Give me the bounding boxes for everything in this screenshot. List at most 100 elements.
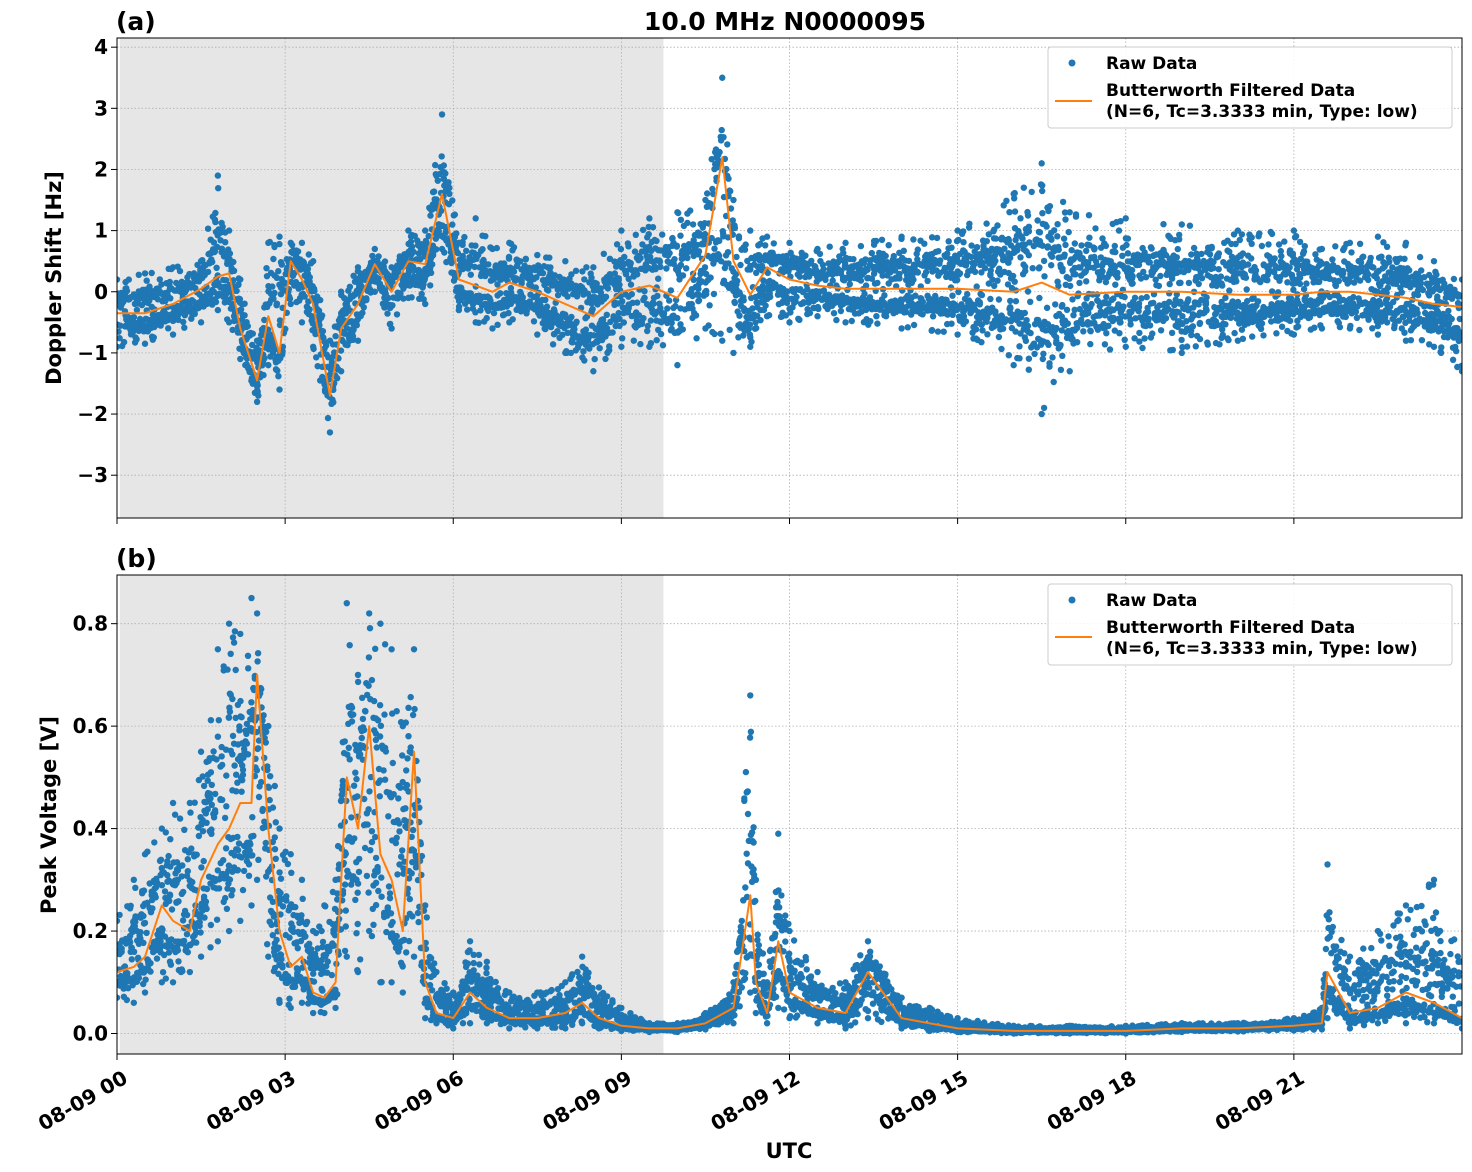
raw-data-point — [1222, 321, 1229, 328]
raw-data-point — [1145, 315, 1152, 322]
raw-data-point — [1160, 221, 1167, 228]
raw-data-point — [1418, 337, 1426, 344]
raw-data-point — [935, 248, 942, 255]
raw-data-point — [273, 274, 281, 281]
raw-data-point — [627, 281, 635, 288]
raw-data-point — [1050, 378, 1057, 386]
raw-data-point — [494, 321, 501, 328]
raw-data-point — [446, 190, 453, 197]
raw-data-point — [1076, 279, 1083, 287]
raw-data-point — [126, 938, 134, 946]
raw-data-point — [254, 382, 261, 389]
raw-data-point — [584, 290, 592, 297]
raw-data-point — [815, 305, 822, 313]
raw-data-point — [649, 224, 657, 231]
raw-data-point — [1019, 235, 1026, 242]
raw-data-point — [472, 215, 479, 222]
raw-data-point — [1048, 236, 1055, 243]
raw-data-point — [1414, 309, 1421, 317]
raw-data-point — [1401, 255, 1408, 262]
raw-data-point — [1356, 326, 1363, 334]
raw-data-point — [1292, 233, 1300, 240]
raw-data-point — [485, 261, 492, 268]
raw-data-point — [1054, 233, 1061, 240]
raw-data-point — [1178, 336, 1185, 344]
raw-data-point — [1198, 250, 1205, 258]
raw-data-point — [472, 242, 479, 249]
raw-data-point — [657, 330, 665, 338]
raw-data-point — [363, 295, 370, 302]
raw-data-point — [1157, 272, 1164, 280]
raw-data-point — [276, 317, 284, 324]
raw-data-point — [546, 254, 553, 261]
raw-data-point — [727, 188, 734, 195]
raw-data-point — [385, 294, 392, 302]
raw-data-point — [960, 239, 967, 246]
raw-data-point — [948, 244, 955, 251]
raw-data-point — [1346, 239, 1354, 247]
raw-data-point — [326, 371, 334, 378]
raw-data-point — [427, 269, 435, 276]
raw-data-point — [148, 269, 155, 277]
raw-data-point — [1040, 257, 1048, 265]
raw-data-point — [1198, 275, 1206, 282]
raw-data-point — [1377, 301, 1385, 308]
raw-data-point — [861, 290, 868, 298]
raw-data-point — [1414, 291, 1422, 299]
raw-data-point — [1195, 280, 1202, 288]
raw-data-point — [1174, 245, 1182, 253]
raw-data-point — [1091, 245, 1098, 252]
raw-data-point — [324, 414, 332, 422]
raw-data-point — [1099, 268, 1106, 275]
raw-data-point — [1066, 209, 1073, 216]
raw-data-point — [123, 996, 130, 1004]
raw-data-point — [1086, 234, 1093, 241]
raw-data-point — [429, 261, 436, 268]
raw-data-point — [998, 345, 1005, 353]
raw-data-point — [1398, 289, 1406, 296]
raw-data-point — [326, 429, 334, 436]
raw-data-point — [1268, 230, 1276, 238]
raw-data-point — [564, 329, 571, 336]
raw-data-point — [673, 243, 680, 250]
raw-data-point — [522, 255, 529, 262]
raw-data-point — [947, 284, 955, 291]
raw-data-point — [1401, 329, 1408, 336]
raw-data-point — [1260, 332, 1267, 339]
raw-data-point — [1060, 235, 1068, 242]
raw-data-point — [1216, 341, 1223, 348]
raw-data-point — [689, 221, 697, 228]
raw-data-point — [619, 298, 626, 305]
raw-data-point — [212, 298, 220, 306]
raw-data-point — [905, 257, 913, 265]
raw-data-point — [666, 249, 673, 257]
raw-data-point — [874, 320, 881, 327]
raw-data-point — [1068, 247, 1075, 254]
raw-data-point — [1119, 252, 1126, 259]
raw-data-point — [547, 264, 554, 271]
raw-data-point — [430, 188, 438, 195]
raw-data-point — [545, 287, 552, 294]
raw-data-point — [1234, 227, 1242, 234]
raw-data-point — [286, 295, 294, 302]
raw-data-point — [532, 284, 539, 291]
raw-data-point — [1318, 245, 1326, 253]
raw-data-point — [683, 265, 690, 272]
raw-data-point — [638, 320, 646, 328]
raw-data-point — [169, 264, 177, 271]
raw-data-point — [534, 251, 541, 259]
raw-data-point — [659, 231, 666, 238]
raw-data-point — [1066, 368, 1073, 375]
raw-data-point — [1303, 280, 1310, 287]
raw-data-point — [337, 288, 345, 295]
raw-data-point — [497, 290, 504, 297]
raw-data-point — [1054, 221, 1061, 228]
raw-data-point — [209, 258, 216, 266]
raw-data-point — [1222, 294, 1229, 301]
raw-data-point — [1244, 261, 1252, 268]
raw-data-point — [149, 311, 156, 318]
raw-data-point — [921, 240, 928, 247]
raw-data-point — [235, 281, 242, 288]
raw-data-point — [1062, 216, 1069, 223]
raw-data-point — [442, 170, 449, 177]
